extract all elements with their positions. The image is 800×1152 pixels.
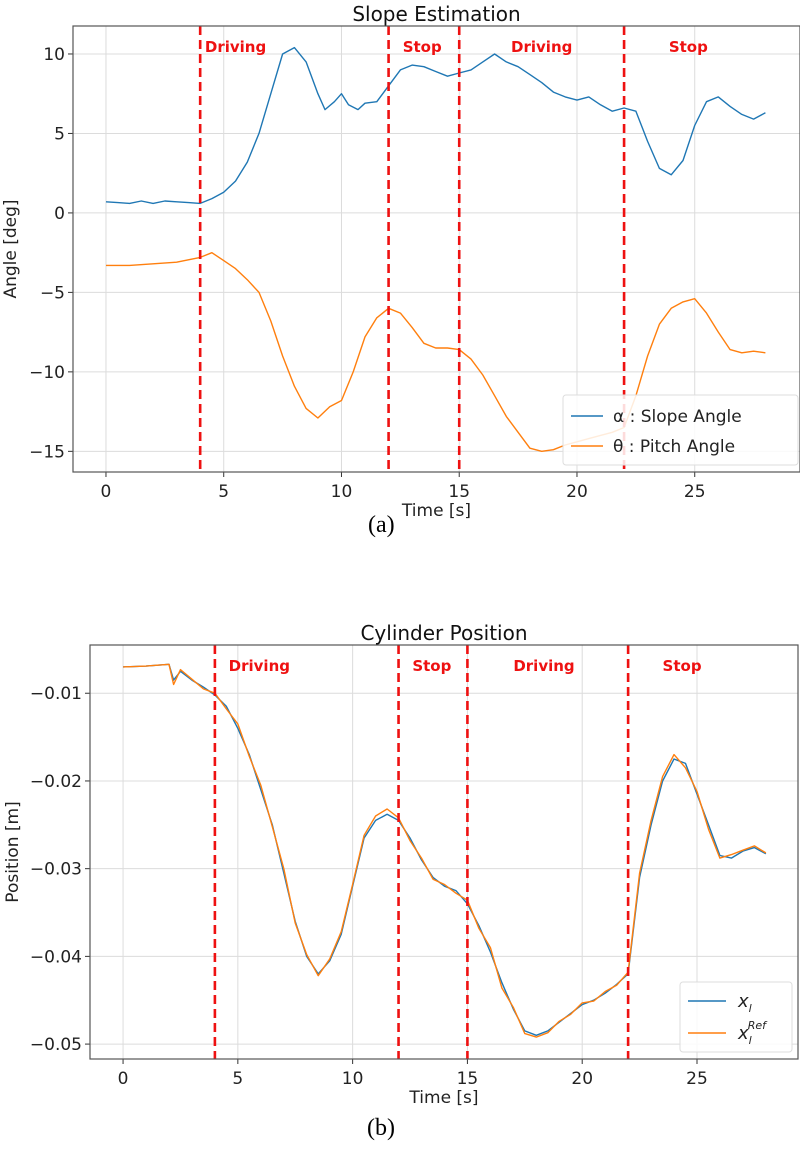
phase-label: Driving	[513, 657, 574, 675]
y-tick-label: 0	[54, 204, 65, 224]
legend-label: θ : Pitch Angle	[613, 437, 735, 457]
x-tick-label: 10	[331, 482, 353, 502]
x-tick-label: 5	[232, 1069, 243, 1089]
y-tick-label: 5	[54, 124, 65, 144]
y-tick-label: −10	[29, 363, 65, 383]
chart-slope-estimation: 0 5 10 15 20 25 10 5 0 −5 −10 −15 Driving Stop Driving…	[1, 2, 800, 521]
y-tick-label: −0.02	[30, 772, 82, 792]
y-tick-label: −15	[29, 442, 65, 462]
y-tick-label: 10	[43, 45, 65, 65]
phase-label: Stop	[663, 657, 702, 675]
x-tick-label: 20	[571, 1069, 593, 1089]
phase-label: Stop	[412, 657, 451, 675]
legend-box	[562, 394, 799, 466]
x-axis-label: Time [s]	[401, 501, 471, 521]
chart-title: Slope Estimation	[352, 2, 520, 26]
phase-label: Driving	[229, 657, 290, 675]
chart-cylinder-position: 0 5 10 15 20 25 −0.01 −0.02 −0.03 −0.04 −0.05 Drivi…	[3, 621, 799, 1108]
legend-label: xlRef	[737, 1019, 768, 1047]
x-tick-label: 0	[118, 1069, 129, 1089]
phase-label: Stop	[403, 38, 442, 56]
x-axis-label: Time [s]	[408, 1088, 478, 1108]
y-tick-label: −0.01	[30, 684, 82, 704]
y-tick-label: −0.04	[30, 947, 82, 967]
caption-a: (a)	[368, 512, 395, 538]
plot-frame	[89, 644, 799, 1060]
x-tick-label: 5	[218, 482, 229, 502]
y-axis-label: Angle [deg]	[1, 199, 21, 298]
chart-title: Cylinder Position	[360, 621, 527, 645]
series-line-0	[105, 46, 766, 205]
x-tick-label: 0	[101, 482, 112, 502]
legend-label: α : Slope Angle	[613, 407, 742, 427]
legend-box	[679, 981, 793, 1053]
y-axis-label: Position [m]	[3, 801, 23, 902]
x-tick-label: 25	[686, 1069, 708, 1089]
y-tick-label: −0.05	[30, 1035, 82, 1055]
x-tick-label: 25	[684, 482, 706, 502]
plot-frame	[72, 25, 800, 473]
legend-label: xl	[737, 991, 752, 1015]
phase-label: Driving	[511, 38, 572, 56]
y-tick-label: −5	[40, 283, 65, 303]
x-tick-label: 15	[448, 482, 470, 502]
series-line-1	[123, 663, 767, 1038]
x-tick-label: 15	[457, 1069, 479, 1089]
phase-label: Driving	[205, 38, 266, 56]
y-tick-label: −0.03	[30, 860, 82, 880]
x-tick-label: 20	[566, 482, 588, 502]
phase-label: Stop	[669, 38, 708, 56]
x-tick-label: 10	[342, 1069, 364, 1089]
caption-b: (b)	[367, 1115, 395, 1141]
